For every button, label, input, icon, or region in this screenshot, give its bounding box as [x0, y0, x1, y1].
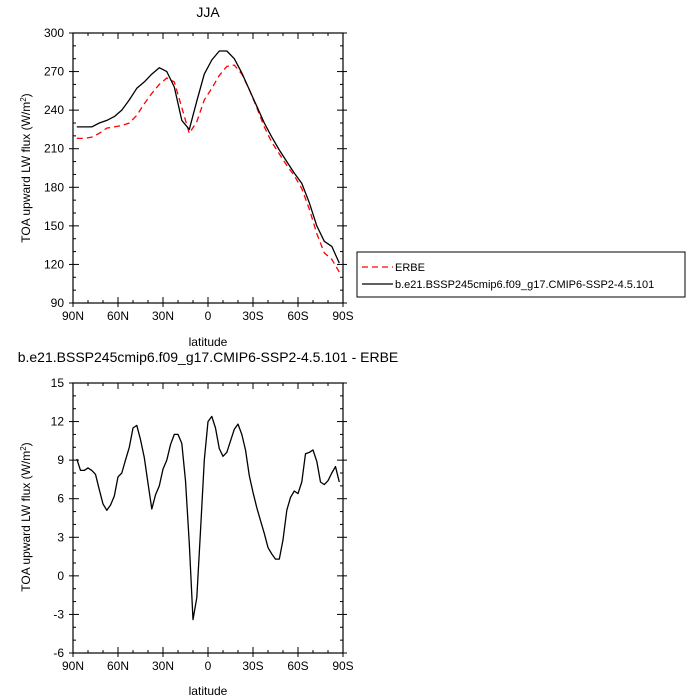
- y-tick-label: 180: [44, 180, 64, 194]
- legend-label-model: b.e21.BSSP245cmip6.f09_g17.CMIP6-SSP2-4.…: [395, 279, 654, 291]
- chart-title-difference: b.e21.BSSP245cmip6.f09_g17.CMIP6-SSP2-4.…: [18, 349, 399, 365]
- x-tick-label: 0: [205, 309, 212, 323]
- y-tick-label: 6: [57, 492, 64, 506]
- y-tick-label: 12: [51, 415, 65, 429]
- y-tick-label: 120: [44, 257, 64, 271]
- y-tick-label: 240: [44, 103, 64, 117]
- x-tick-label: 60S: [287, 309, 308, 323]
- y-axis-label: TOA upward LW flux (W/m2): [19, 93, 34, 242]
- legend-label-erbe: ERBE: [395, 262, 425, 274]
- x-axis-label: latitude: [189, 335, 228, 349]
- y-tick-label: 300: [44, 26, 64, 40]
- x-tick-label: 90S: [332, 659, 353, 673]
- x-tick-label: 30N: [152, 659, 174, 673]
- legend-box: [356, 251, 686, 298]
- x-tick-label: 90N: [62, 659, 84, 673]
- x-tick-label: 90S: [332, 309, 353, 323]
- x-tick-label: 60N: [107, 309, 129, 323]
- series-line-0: [76, 415, 340, 621]
- top-plot-area: 90N 60N 30N 0 30S 60S 90S 90 120 150 180 210 240 270 3…: [44, 26, 354, 323]
- y-tick-label: 210: [44, 142, 64, 156]
- series-line-1: [76, 50, 340, 264]
- x-tick-label: 90N: [62, 309, 84, 323]
- y-tick-label: 3: [57, 530, 64, 544]
- legend: ERBE b.e21.BSSP245cmip6.f09_g17.CMIP6-SS…: [356, 251, 686, 298]
- x-tick-label: 0: [205, 659, 212, 673]
- y-tick-label: 9: [57, 453, 64, 467]
- series-line-0: [76, 64, 340, 273]
- y-tick-label: -3: [53, 607, 64, 621]
- y-tick-label: -6: [53, 646, 64, 660]
- y-tick-label: 150: [44, 219, 64, 233]
- x-tick-label: 60S: [287, 659, 308, 673]
- x-axis-label: latitude: [189, 684, 228, 698]
- y-tick-label: 90: [51, 296, 65, 310]
- y-tick-label: 0: [57, 569, 64, 583]
- x-tick-label: 30N: [152, 309, 174, 323]
- top-panel: JJA 90N 60N 30N 0 30S 60S 90S 90 120 150 180 210 240…: [19, 4, 354, 349]
- x-tick-label: 30S: [242, 659, 263, 673]
- y-tick-label: 15: [51, 376, 65, 390]
- bottom-panel: b.e21.BSSP245cmip6.f09_g17.CMIP6-SSP2-4.…: [18, 349, 399, 698]
- bottom-plot-area: 90N 60N 30N 0 30S 60S 90S -6 -3 0 3 6 9 12 15: [51, 376, 354, 673]
- chart-title: JJA: [196, 4, 220, 20]
- y-axis-label: TOA upward LW flux (W/m2): [19, 442, 34, 591]
- x-tick-label: 30S: [242, 309, 263, 323]
- x-tick-label: 60N: [107, 659, 129, 673]
- y-tick-label: 270: [44, 65, 64, 79]
- plot-frame: [72, 32, 344, 304]
